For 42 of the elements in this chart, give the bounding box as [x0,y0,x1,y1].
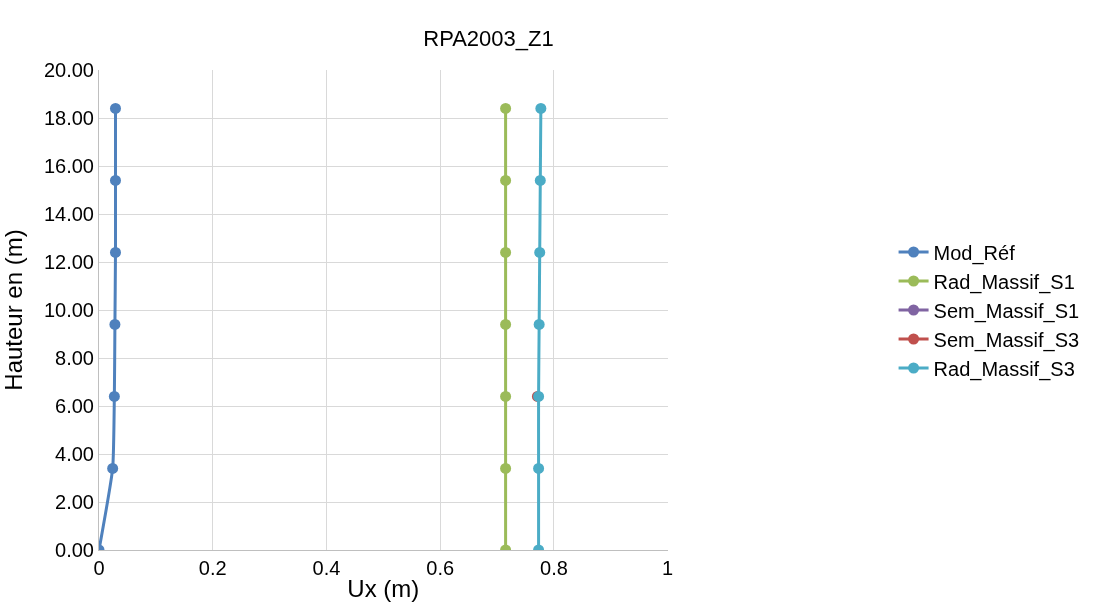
point [500,102,512,114]
point [533,462,545,474]
point [534,246,546,258]
x-tick-label: 0 [93,557,105,579]
point [533,318,545,330]
legend-label: Rad_Massif_S1 [933,270,1075,294]
point [500,462,512,474]
point [108,390,120,402]
x-tick-label: 0.6 [426,557,455,579]
y-tick-label: 12.00 [43,251,94,273]
point [500,318,512,330]
x-tick-label: 0.4 [312,557,341,579]
y-tick-label: 16.00 [43,155,94,177]
y-tick-label: 10.00 [43,299,94,321]
point [500,390,512,402]
y-tick-label: 6.00 [55,395,94,417]
point [109,174,121,186]
legend-label: Mod_Réf [933,241,1016,265]
point [534,174,546,186]
point [107,462,119,474]
x-tick-label: 0.2 [198,557,227,579]
point [500,174,512,186]
y-tick-label: 14.00 [43,203,94,225]
legend-label: Sem_Massif_S1 [933,299,1080,323]
point [109,102,121,114]
x-tick-label: 1 [662,557,674,579]
x-tick-label: 0.8 [540,557,568,579]
point [500,246,512,258]
y-tick-label: 18.00 [43,107,94,129]
legend-label: Rad_Massif_S3 [933,357,1075,381]
y-tick-label: 4.00 [55,443,94,465]
y-tick-label: 0.00 [55,539,94,561]
x-axis-title: Ux (m) [347,575,420,603]
y-tick-label: 2.00 [55,491,94,513]
point [535,102,547,114]
chart-title: RPA2003_Z1 [423,25,554,51]
legend-label: Sem_Massif_S3 [933,328,1080,352]
y-axis-title: Hauteur en (m) [0,229,27,391]
y-tick-label: 20.00 [43,59,94,81]
point [109,246,121,258]
y-tick-label: 8.00 [55,347,94,369]
point [109,318,121,330]
